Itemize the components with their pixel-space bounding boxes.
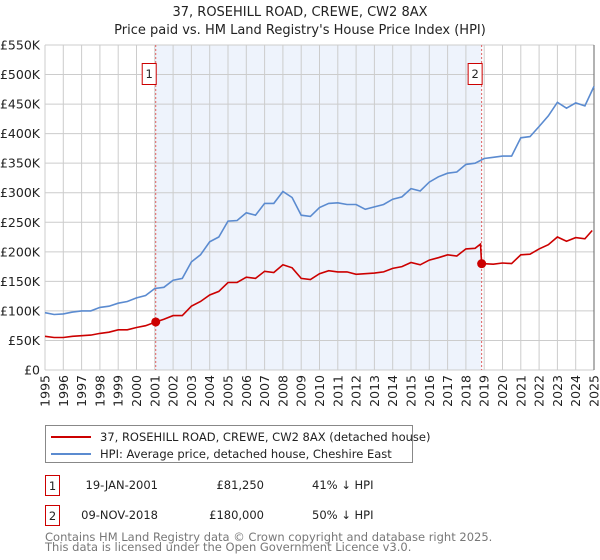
- marker-label-2: 2: [471, 67, 478, 81]
- y-tick-label: £0: [24, 363, 40, 378]
- y-tick-label: £300K: [0, 185, 41, 200]
- transaction-row: 2 09-NOV-2018 £180,000 50% ↓ HPI: [45, 505, 373, 526]
- x-tick-label: 2014: [385, 375, 400, 407]
- plot-area: 1995 1996 1997 1998 1999 2000 2001 2002 2003 2004…: [0, 38, 600, 407]
- transaction-row: 1 19-JAN-2001 £81,250 41% ↓ HPI: [45, 475, 373, 496]
- transaction-hpi-diff: 41% ↓ HPI: [312, 478, 373, 492]
- x-tick-label: 2004: [202, 375, 217, 407]
- chart-title: 37, ROSEHILL ROAD, CREWE, CW2 8AX: [172, 5, 427, 20]
- x-tick-label: 1997: [74, 375, 89, 407]
- x-tick-label: 1998: [92, 375, 107, 407]
- transaction-hpi-diff: 50% ↓ HPI: [312, 508, 373, 522]
- x-tick-label: 2012: [349, 375, 364, 407]
- y-tick-label: £50K: [8, 333, 41, 348]
- sale-point-1: [151, 317, 161, 327]
- x-tick-label: 2007: [257, 375, 272, 407]
- chart-subtitle: Price paid vs. HM Land Registry's House …: [114, 23, 486, 38]
- x-tick-label: 2005: [221, 375, 236, 407]
- marker-label-box-1: [141, 63, 157, 85]
- x-tick-label: 1999: [111, 375, 126, 407]
- y-tick-label: £350K: [0, 156, 41, 171]
- x-tick-label: 2006: [239, 375, 254, 407]
- transaction-marker-box: [45, 505, 60, 526]
- y-tick-label: £450K: [0, 97, 41, 112]
- y-tick-label: £200K: [0, 244, 41, 259]
- x-tick-label: 2015: [404, 375, 419, 407]
- property-series-line: [44, 229, 593, 339]
- legend-label-hpi: HPI: Average price, detached house, Ches…: [100, 447, 392, 461]
- x-tick-label: 2009: [294, 375, 309, 407]
- y-tick-label: £100K: [0, 303, 41, 318]
- x-tick-label: 2020: [495, 375, 510, 407]
- footer-copyright: Contains HM Land Registry data © Crown c…: [45, 530, 492, 544]
- x-tick-label: 2017: [440, 375, 455, 407]
- transaction-date: 09-NOV-2018: [81, 508, 158, 522]
- x-tick-label: 2010: [312, 375, 327, 407]
- x-tick-label: 2023: [550, 375, 565, 407]
- hpi-series-line: [44, 86, 595, 316]
- x-tick-label: 2013: [367, 375, 382, 407]
- marker-label-1: 1: [146, 67, 153, 81]
- transaction-number: 1: [49, 479, 56, 493]
- y-tick-label: £250K: [0, 215, 41, 230]
- transaction-price: £180,000: [209, 508, 264, 522]
- x-tick-label: 2011: [330, 375, 345, 407]
- x-tick-label: 2000: [129, 375, 144, 407]
- transaction-number: 2: [49, 509, 56, 523]
- transaction-marker-box: [45, 475, 60, 496]
- x-tick-label: 1996: [56, 375, 71, 407]
- x-tick-label: 2019: [477, 375, 492, 407]
- x-tick-label: 2002: [166, 375, 181, 407]
- legend: 37, ROSEHILL ROAD, CREWE, CW2 8AX (detac…: [45, 425, 431, 463]
- transaction-price: £81,250: [216, 478, 264, 492]
- x-tick-label: 2001: [147, 375, 162, 407]
- x-tick-label: 2016: [422, 375, 437, 407]
- y-tick-label: £150K: [0, 274, 41, 289]
- footer-licence: This data is licensed under the Open Gov…: [44, 540, 411, 554]
- x-tick-label: 2024: [568, 375, 583, 407]
- sale-point-2: [477, 259, 487, 269]
- x-tick-label: 1995: [38, 375, 53, 407]
- y-tick-label: £400K: [0, 126, 41, 141]
- legend-box: [45, 425, 413, 463]
- legend-label-property: 37, ROSEHILL ROAD, CREWE, CW2 8AX (detac…: [100, 430, 431, 444]
- x-tick-label: 2025: [587, 375, 600, 407]
- x-tick-label: 2021: [513, 375, 528, 407]
- y-tick-label: £550K: [0, 38, 41, 53]
- x-tick-label: 2018: [458, 375, 473, 407]
- transaction-date: 19-JAN-2001: [86, 478, 159, 492]
- x-tick-label: 2008: [275, 375, 290, 407]
- y-tick-label: £500K: [0, 67, 41, 82]
- x-tick-label: 2003: [184, 375, 199, 407]
- x-tick-label: 2022: [532, 375, 547, 407]
- marker-label-box-2: [467, 63, 483, 85]
